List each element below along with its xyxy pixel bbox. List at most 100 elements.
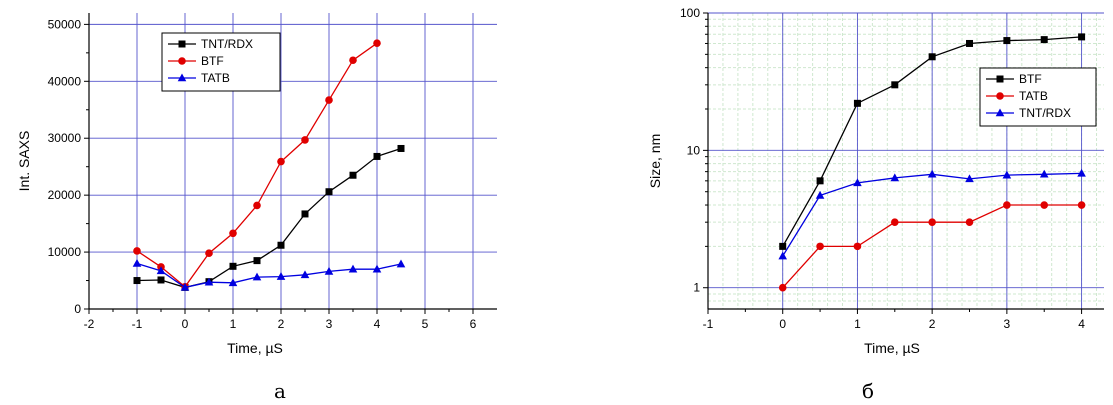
series-btf [779, 33, 1086, 250]
data-point [1077, 201, 1086, 209]
panel-label: а [274, 379, 286, 403]
axes: -1 0 1 2 3 4 1 10 100 [680, 6, 1104, 331]
x-axis-label: Time, µS [227, 340, 283, 356]
y-tick-label: 30000 [48, 131, 82, 145]
x-axis-label: Time, µS [864, 340, 920, 356]
data-point [927, 169, 937, 178]
legend: BTF TATB TNT/RDX [979, 67, 1097, 127]
data-point [180, 282, 190, 291]
data-point [300, 270, 310, 279]
x-tick-label: -2 [84, 317, 95, 331]
data-point [397, 144, 405, 152]
x-tick-label: 2 [278, 317, 285, 331]
data-point [396, 259, 406, 268]
data-point [816, 242, 824, 251]
data-point [853, 242, 862, 251]
data-point [253, 201, 261, 210]
series-line [136, 147, 402, 289]
y-tick-label: 10000 [48, 245, 82, 259]
y-tick-label: 40000 [48, 74, 82, 88]
legend: TNT/RDX BTF TATB [161, 32, 281, 92]
legend-marker [995, 108, 1005, 117]
data-point [301, 210, 309, 218]
axes: -2 -1 0 1 2 3 4 5 6 0 10000 20000 30000 40000 50000 [48, 13, 497, 331]
data-point [779, 242, 787, 250]
data-point [1003, 201, 1011, 209]
data-point [349, 56, 357, 65]
data-point [229, 229, 237, 238]
data-point [301, 136, 309, 144]
grid [707, 12, 1104, 309]
data-point [204, 277, 214, 286]
data-point [349, 171, 357, 179]
legend-label: TATB [201, 71, 230, 85]
data-point [965, 174, 974, 183]
data-point [853, 178, 862, 187]
data-point [325, 96, 333, 104]
series-line [136, 262, 402, 289]
legend-label: TATB [1019, 89, 1048, 103]
data-point [205, 249, 213, 258]
legend-label: BTF [1019, 72, 1042, 86]
grid [88, 13, 497, 310]
data-point [372, 264, 382, 273]
data-point [1040, 201, 1049, 209]
y-tick-label: 0 [74, 302, 81, 316]
data-point [890, 173, 900, 182]
x-tick-label: 4 [374, 317, 381, 331]
data-point [1039, 169, 1049, 178]
series-tnt-rdx [778, 168, 1086, 260]
data-point [1077, 168, 1086, 177]
data-point [1003, 37, 1011, 45]
legend-marker [996, 92, 1004, 100]
x-tick-label: 1 [230, 317, 237, 331]
data-point [348, 264, 358, 273]
data-point [325, 188, 333, 196]
data-point [965, 218, 974, 226]
data-point [966, 39, 974, 47]
series-tatb [778, 201, 1086, 292]
panel-label: б [862, 379, 874, 403]
data-point [890, 218, 899, 226]
data-point [228, 278, 238, 287]
y-tick-label: 50000 [48, 17, 82, 31]
legend-label: BTF [201, 54, 224, 68]
y-axis-label: Int. SAXS [16, 131, 32, 192]
series-tatb [132, 258, 406, 291]
data-point [815, 190, 825, 199]
data-point [277, 241, 285, 249]
data-point [324, 266, 334, 275]
y-tick-label: 1 [693, 281, 700, 295]
legend-label: TNT/RDX [1019, 106, 1071, 120]
data-point [1040, 36, 1048, 44]
y-tick-label: 10 [687, 143, 701, 157]
data-point [252, 272, 262, 281]
legend-marker [178, 40, 186, 48]
data-point [157, 276, 165, 284]
data-point [156, 266, 166, 275]
data-point [133, 277, 141, 285]
series-tnt-rdx [133, 144, 405, 291]
x-tick-label: 0 [779, 317, 786, 331]
data-point [778, 251, 788, 260]
y-tick-label: 100 [680, 6, 700, 20]
data-point [276, 272, 286, 280]
legend-marker [178, 57, 186, 65]
legend-marker [996, 75, 1004, 83]
data-point [778, 283, 787, 292]
y-axis-label: Size, nm [647, 134, 663, 188]
data-point [928, 53, 936, 61]
series-btf [133, 39, 381, 291]
x-tick-label: 2 [929, 317, 936, 331]
data-point [853, 99, 861, 107]
x-tick-label: -1 [703, 317, 714, 331]
data-point [928, 218, 936, 226]
data-point [891, 81, 899, 89]
x-tick-label: 3 [1004, 317, 1011, 331]
x-tick-label: 3 [326, 317, 333, 331]
chart-panel-0: -2 -1 0 1 2 3 4 5 6 0 10000 20000 30000 40000 50000 Tim… [16, 13, 497, 403]
data-point [373, 39, 381, 47]
data-point [132, 258, 142, 267]
data-point [133, 247, 141, 255]
